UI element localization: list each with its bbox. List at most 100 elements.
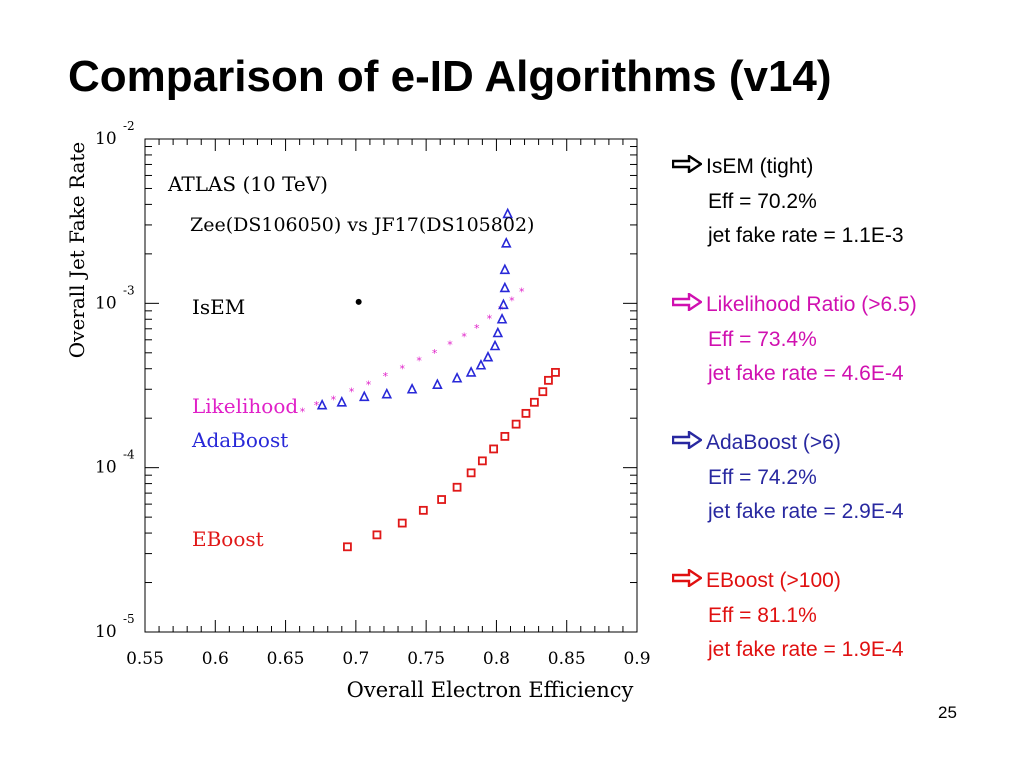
x-tick-label: 0.6 xyxy=(202,649,229,669)
arrow-icon xyxy=(671,564,706,599)
x-tick-label: 0.85 xyxy=(548,649,586,669)
legend-label-isem: IsEM xyxy=(192,295,245,319)
adaboost-point xyxy=(358,390,370,402)
adaboost-point xyxy=(498,298,509,310)
x-tick-label: 0.8 xyxy=(483,649,510,669)
note-eff: Eff = 81.1% xyxy=(708,603,817,627)
x-tick-label: 0.9 xyxy=(623,649,650,669)
adaboost-point xyxy=(502,207,513,219)
isem-point xyxy=(355,298,362,305)
y-tick-label: 10 xyxy=(95,293,117,313)
eboost-point xyxy=(466,468,476,478)
note-eff: Eff = 70.2% xyxy=(708,189,817,213)
eboost-point xyxy=(511,419,521,429)
eboost-point xyxy=(521,408,531,418)
x-tick-label: 0.7 xyxy=(342,649,369,669)
note-rate: jet fake rate = 4.6E-4 xyxy=(708,362,904,385)
adaboost-point xyxy=(432,378,443,389)
adaboost-point xyxy=(316,398,328,410)
x-tick-label: 0.65 xyxy=(267,649,305,669)
adaboost-point xyxy=(406,382,418,394)
results-notes: IsEM (tight) Eff = 70.2% jet fake rate =… xyxy=(671,150,1017,702)
data-marks: * * * * * * * * * * * * * * * * xyxy=(300,207,560,552)
likelihood-point: * xyxy=(314,399,320,412)
eboost-point xyxy=(489,444,499,454)
y-tick-exponent: -5 xyxy=(123,612,135,626)
likelihood-point: * xyxy=(519,286,525,299)
chart-labels: Overall Electron Efficiency Overall Jet … xyxy=(65,142,634,702)
adaboost-point xyxy=(499,281,511,293)
note-title: IsEM (tight) xyxy=(706,155,814,178)
eboost-point xyxy=(397,518,407,528)
likelihood-point: * xyxy=(366,379,372,392)
adaboost-point xyxy=(499,263,511,275)
note-rate: jet fake rate = 1.9E-4 xyxy=(708,638,904,661)
likelihood-point: * xyxy=(461,330,467,343)
likelihood-point: * xyxy=(487,312,493,325)
y-tick-exponent: -2 xyxy=(123,119,135,133)
adaboost-point xyxy=(489,339,501,351)
eboost-point xyxy=(529,397,539,407)
eboost-point xyxy=(551,367,560,377)
note-title: AdaBoost (>6) xyxy=(706,431,841,454)
eboost-point xyxy=(343,542,352,552)
slide-title: Comparison of e-ID Algorithms (v14) xyxy=(68,52,832,101)
legend-label-eboost: EBoost xyxy=(192,527,264,551)
adaboost-point xyxy=(381,387,393,399)
note-adaboost: AdaBoost (>6) Eff = 74.2% jet fake rate … xyxy=(671,426,1017,564)
likelihood-point: * xyxy=(509,295,515,308)
eboost-point xyxy=(538,387,548,397)
y-axis-label: Overall Jet Fake Rate xyxy=(65,142,89,358)
likelihood-point: * xyxy=(447,339,453,352)
likelihood-point: * xyxy=(498,303,504,316)
adaboost-point xyxy=(500,236,512,248)
annotation-datasets: Zee(DS106050) vs JF17(DS105802) xyxy=(190,214,534,236)
adaboost-point xyxy=(482,350,494,362)
adaboost-point xyxy=(451,371,463,383)
arrow-icon xyxy=(671,426,706,461)
eboost-point xyxy=(437,495,447,504)
eboost-point xyxy=(544,375,553,385)
adaboost-point xyxy=(336,395,348,407)
adaboost-point xyxy=(475,358,487,370)
y-tick-exponent: -3 xyxy=(123,283,135,297)
likelihood-point: * xyxy=(300,405,306,418)
adaboost-point xyxy=(492,326,504,338)
note-eboost: EBoost (>100) Eff = 81.1% jet fake rate … xyxy=(671,564,1017,702)
y-tick-label: 10 xyxy=(95,622,117,642)
eboost-point xyxy=(418,505,428,515)
adaboost-point xyxy=(496,312,508,324)
eboost-point xyxy=(372,530,382,540)
note-title-line: IsEM (tight) xyxy=(671,150,1017,185)
x-tick-label: 0.55 xyxy=(126,649,164,669)
y-tick-label: 10 xyxy=(95,129,117,149)
note-likelihood: Likelihood Ratio (>6.5) Eff = 73.4% jet … xyxy=(671,288,1017,426)
legend-label-adaboost: AdaBoost xyxy=(191,428,288,452)
axes: 0.55 0.6 0.65 0.7 0.75 0.8 0.85 0.9 10 -2 10 -3 10 -4… xyxy=(95,119,651,669)
y-tick-exponent: -4 xyxy=(123,448,135,462)
likelihood-point: * xyxy=(383,370,389,383)
note-eff: Eff = 73.4% xyxy=(708,327,817,351)
eboost-point xyxy=(500,431,510,441)
arrow-icon xyxy=(671,150,706,185)
likelihood-point: * xyxy=(474,322,480,335)
x-axis-label: Overall Electron Efficiency xyxy=(347,678,634,702)
adaboost-point xyxy=(465,366,477,377)
note-isem: IsEM (tight) Eff = 70.2% jet fake rate =… xyxy=(671,150,1017,288)
likelihood-point: * xyxy=(331,393,337,406)
eboost-point xyxy=(477,456,487,466)
eboost-point xyxy=(452,482,462,492)
note-rate: jet fake rate = 2.9E-4 xyxy=(708,500,904,523)
note-title-line: AdaBoost (>6) xyxy=(671,426,1017,461)
note-title-line: Likelihood Ratio (>6.5) xyxy=(671,288,1017,323)
likelihood-point: * xyxy=(399,363,405,376)
annotation-atlas: ATLAS (10 TeV) xyxy=(167,172,328,196)
likelihood-point: * xyxy=(432,347,438,360)
note-eff: Eff = 74.2% xyxy=(708,465,817,489)
legend-label-likelihood: Likelihood xyxy=(192,394,298,418)
y-tick-label: 10 xyxy=(95,458,117,478)
scatter-plot: 0.55 0.6 0.65 0.7 0.75 0.8 0.85 0.9 10 -2 10 -3 10 -4… xyxy=(65,119,651,702)
note-title: EBoost (>100) xyxy=(706,569,841,592)
note-title: Likelihood Ratio (>6.5) xyxy=(706,293,917,316)
note-rate: jet fake rate = 1.1E-3 xyxy=(708,224,904,247)
